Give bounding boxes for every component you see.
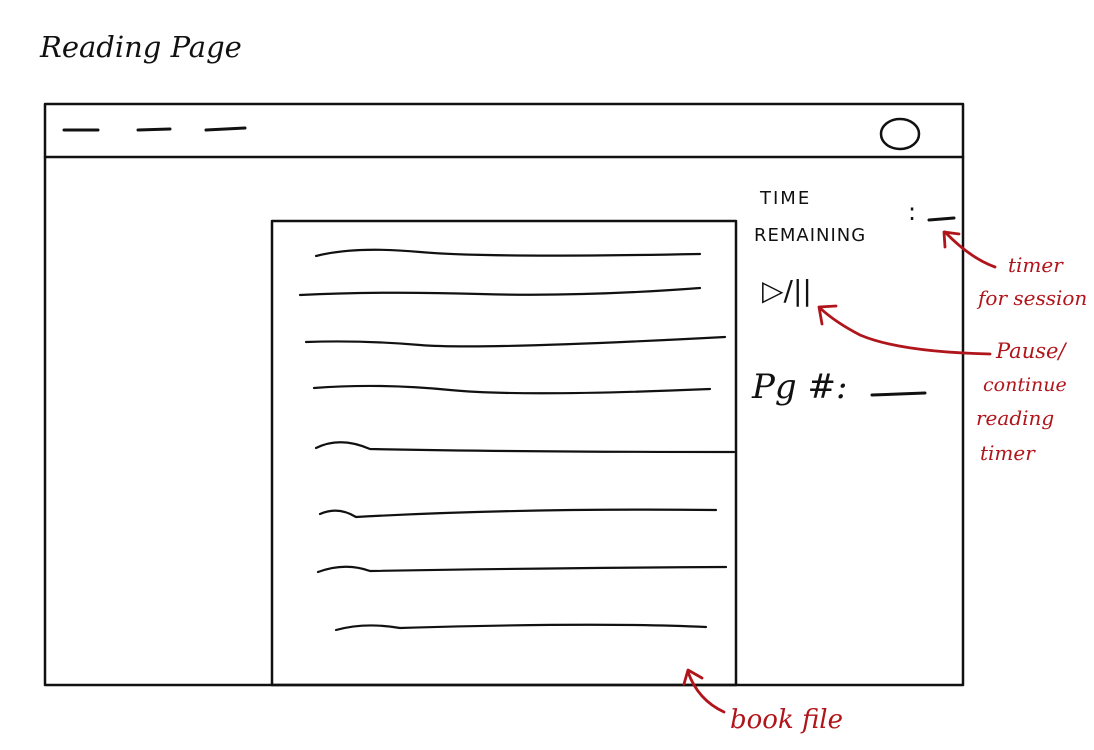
arrow-icon bbox=[943, 230, 997, 269]
text-line bbox=[298, 286, 702, 297]
timer-value-blank bbox=[927, 216, 956, 222]
text-line bbox=[312, 384, 712, 395]
page-number-label: Pg #: bbox=[751, 367, 847, 407]
pause-play-button[interactable]: ▷/|| bbox=[762, 274, 812, 307]
profile-icon[interactable] bbox=[879, 117, 921, 151]
time-label-line2: REMAINING bbox=[754, 225, 866, 246]
page-number: Pg #: bbox=[751, 367, 927, 407]
arrowhead-icon bbox=[682, 668, 704, 686]
annotation-pause-line1: Pause/ bbox=[995, 339, 1067, 363]
text-line bbox=[314, 248, 702, 258]
time-colon: : bbox=[908, 198, 916, 226]
text-line bbox=[334, 623, 708, 632]
annotation-pause: Pause/ continue reading timer bbox=[817, 304, 1067, 465]
text-line bbox=[318, 508, 718, 519]
arrowhead-icon bbox=[817, 304, 838, 326]
annotation-pause-line3: reading bbox=[976, 406, 1054, 430]
text-line bbox=[316, 565, 728, 574]
page-title: Reading Page bbox=[39, 30, 242, 64]
arrow-icon bbox=[686, 670, 726, 714]
annotation-timer-line2: for session bbox=[976, 286, 1087, 310]
arrowhead-icon bbox=[942, 230, 961, 249]
annotation-book: book file bbox=[682, 668, 843, 735]
nav-item-2[interactable] bbox=[136, 127, 172, 132]
annotation-timer-line1: timer bbox=[1008, 253, 1064, 277]
text-line bbox=[304, 335, 727, 348]
annotation-pause-line2: continue bbox=[983, 374, 1067, 396]
nav-item-3[interactable] bbox=[204, 126, 247, 132]
annotation-pause-line4: timer bbox=[980, 441, 1036, 465]
time-remaining: TIME REMAINING : bbox=[754, 188, 956, 246]
book-file-viewer[interactable] bbox=[270, 219, 738, 687]
annotation-timer: timer for session bbox=[942, 230, 1087, 310]
book-text-lines bbox=[298, 248, 736, 632]
arrow-icon bbox=[818, 306, 992, 356]
nav-menu[interactable] bbox=[62, 126, 247, 132]
text-line bbox=[314, 441, 736, 454]
annotation-book-label: book file bbox=[730, 705, 843, 735]
page-number-blank bbox=[870, 391, 927, 397]
time-label-line1: TIME bbox=[759, 188, 811, 209]
